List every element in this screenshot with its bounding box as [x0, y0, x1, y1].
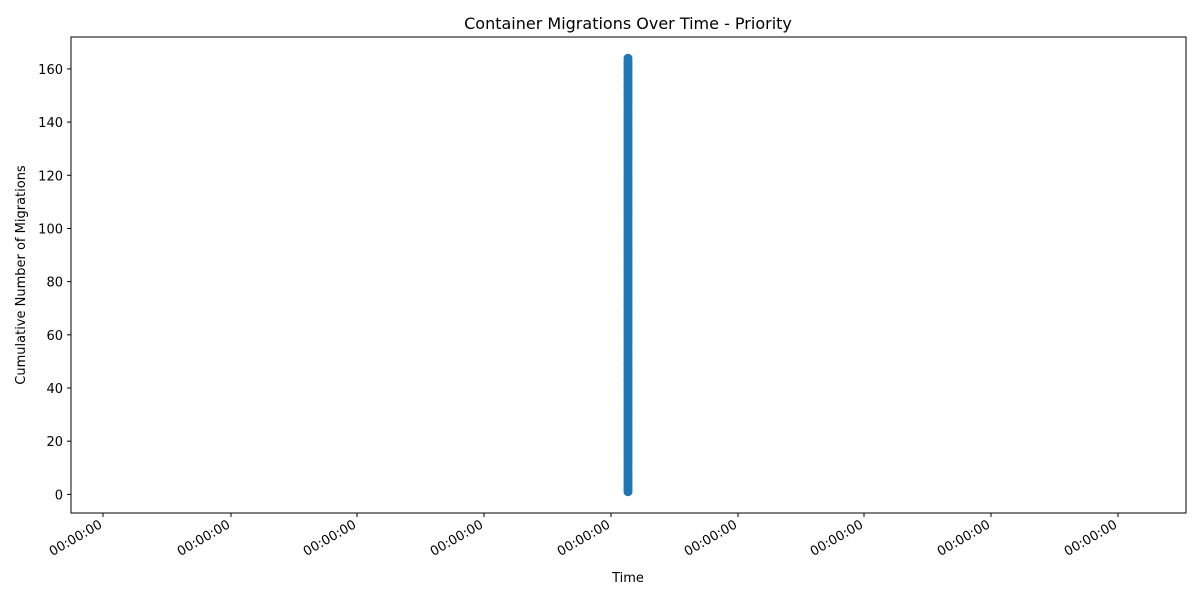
x-tick-label: 00:00:00	[682, 517, 740, 559]
y-tick-label: 20	[46, 435, 63, 450]
y-tick-label: 120	[38, 169, 63, 184]
x-tick-label: 00:00:00	[47, 517, 105, 559]
y-tick-label: 140	[38, 116, 63, 131]
x-tick-label: 00:00:00	[555, 517, 613, 559]
x-tick-label: 00:00:00	[1062, 517, 1120, 559]
data-point	[623, 53, 633, 63]
y-tick-label: 80	[46, 276, 63, 291]
y-tick-label: 60	[46, 329, 63, 344]
x-tick-label: 00:00:00	[428, 517, 486, 559]
x-axis-label: Time	[611, 571, 644, 586]
y-tick-label: 100	[38, 222, 63, 237]
plot-area	[70, 36, 1187, 514]
x-tick-label: 00:00:00	[935, 517, 993, 559]
y-axis: 0 20 40 60 80 100 120 140 160	[38, 63, 71, 503]
y-tick-label: 40	[46, 382, 63, 397]
x-tick-label: 00:00:00	[175, 517, 233, 559]
y-tick-label: 0	[55, 488, 63, 503]
y-axis-label: Cumulative Number of Migrations	[14, 165, 29, 385]
x-tick-label: 00:00:00	[301, 517, 359, 559]
chart-title: Container Migrations Over Time - Priorit…	[464, 14, 792, 33]
x-tick-label: 00:00:00	[808, 517, 866, 559]
x-axis: 00:00:00 00:00:00 00:00:00 00:00:00 00:00:00…	[47, 513, 1120, 560]
y-tick-label: 160	[38, 63, 63, 78]
series-migrations	[623, 53, 633, 497]
